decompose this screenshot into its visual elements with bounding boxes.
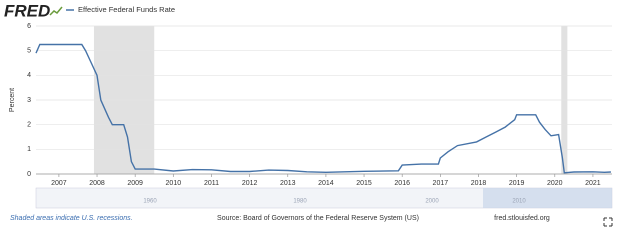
y-tick-label: 3 xyxy=(27,97,31,104)
x-tick-label: 2014 xyxy=(318,180,334,187)
series-line xyxy=(35,43,611,174)
fullscreen-button[interactable] xyxy=(603,217,613,227)
source: Source: Board of Governors of the Federa… xyxy=(217,215,419,222)
logo: FRED xyxy=(4,1,50,20)
navigator-label: 2000 xyxy=(425,199,439,205)
y-tick-label: 0 xyxy=(27,171,31,178)
y-tick-label: 5 xyxy=(27,48,31,55)
x-tick-label: 2008 xyxy=(89,180,105,187)
logo-icon xyxy=(49,6,63,16)
navigator-window[interactable] xyxy=(483,188,612,208)
navigator-label: 2010 xyxy=(512,199,526,205)
legend-label: Effective Federal Funds Rate xyxy=(78,5,175,14)
x-tick-label: 2018 xyxy=(471,180,487,187)
x-tick-label: 2010 xyxy=(166,180,182,187)
x-tick-label: 2021 xyxy=(585,180,601,187)
y-tick-label: 1 xyxy=(27,146,31,153)
x-tick-label: 2016 xyxy=(394,180,410,187)
recession-note: Shaded areas indicate U.S. recessions. xyxy=(10,215,133,222)
navigator-label: 1980 xyxy=(293,199,307,205)
x-tick-label: 2020 xyxy=(547,180,563,187)
navigator-label: 1960 xyxy=(143,199,157,205)
x-tick-label: 2007 xyxy=(51,180,67,187)
x-tick-label: 2011 xyxy=(204,180,219,187)
y-tick-label: 4 xyxy=(27,72,31,79)
y-axis-label: Percent xyxy=(9,88,16,112)
x-tick-label: 2015 xyxy=(356,180,372,187)
y-tick-label: 2 xyxy=(27,122,31,129)
y-tick-label: 6 xyxy=(27,23,31,30)
x-tick-label: 2009 xyxy=(127,180,143,187)
x-tick-label: 2012 xyxy=(242,180,258,187)
x-tick-label: 2013 xyxy=(280,180,296,187)
x-tick-label: 2019 xyxy=(509,180,525,187)
site: fred.stlouisfed.org xyxy=(494,215,550,222)
chart: FRED Effective Federal Funds Rate Percen… xyxy=(4,1,613,227)
x-tick-label: 2017 xyxy=(433,180,449,187)
